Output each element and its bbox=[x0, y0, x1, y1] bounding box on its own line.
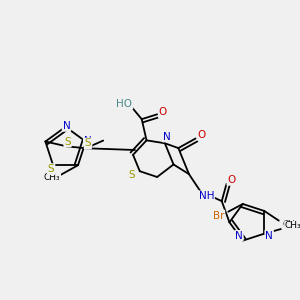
Text: N: N bbox=[265, 231, 273, 241]
Text: CH₃: CH₃ bbox=[282, 220, 299, 229]
Text: NH: NH bbox=[199, 191, 214, 201]
Text: CH₃: CH₃ bbox=[285, 221, 300, 230]
Text: S: S bbox=[129, 170, 135, 180]
Text: HO: HO bbox=[116, 99, 132, 109]
Text: CH₃: CH₃ bbox=[44, 173, 60, 182]
Text: Br: Br bbox=[213, 211, 224, 220]
Text: O: O bbox=[227, 175, 236, 185]
Text: N: N bbox=[84, 136, 92, 146]
Text: O: O bbox=[159, 107, 167, 117]
Text: O: O bbox=[197, 130, 206, 140]
Text: S: S bbox=[85, 138, 91, 148]
Text: S: S bbox=[48, 164, 55, 174]
Text: S: S bbox=[64, 136, 71, 146]
Text: N: N bbox=[235, 231, 243, 241]
Text: N: N bbox=[63, 121, 70, 131]
Text: N: N bbox=[163, 131, 171, 142]
